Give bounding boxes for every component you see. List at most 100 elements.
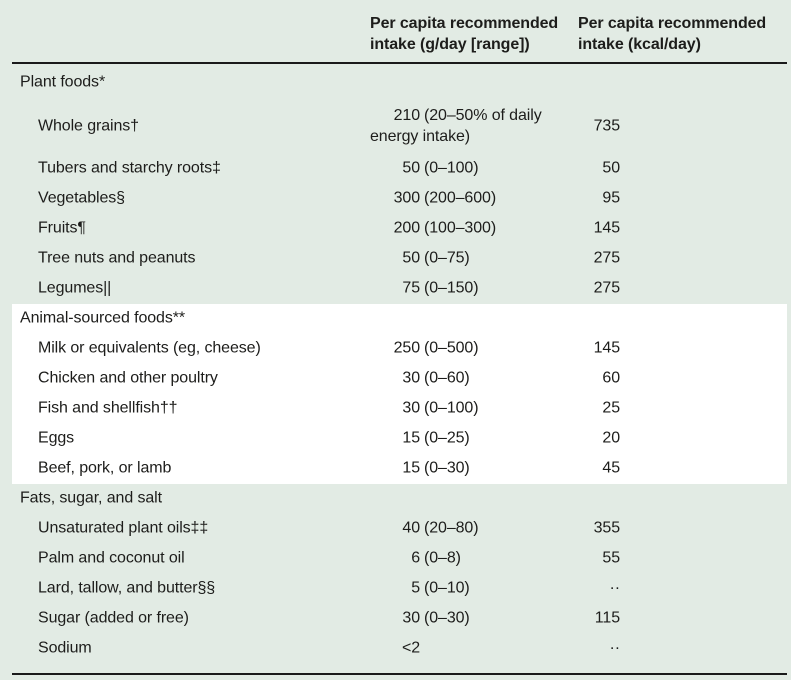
bottom-rule — [12, 673, 787, 675]
gday-range: (0–150) — [424, 279, 479, 297]
kcal-cell: 355 — [593, 519, 621, 537]
table-row: Legumes|| 75 (0–150) 275 — [0, 273, 791, 303]
gday-cell: 210 (20–50% of daily energy intake) — [370, 105, 563, 147]
food-label: Legumes|| — [38, 279, 112, 297]
table-row: Vegetables§ 300 (200–600) 95 — [0, 183, 791, 213]
gday-amount: 210 — [393, 107, 421, 124]
kcal-cell: 275 — [593, 279, 621, 297]
gday-cell: 40 (20–80) — [370, 518, 563, 539]
food-label: Eggs — [38, 429, 75, 447]
kcal-cell: ·· — [609, 639, 621, 657]
gday-amount: 250 — [393, 339, 421, 357]
gday-range: (0–30) — [424, 459, 470, 477]
food-label: Sugar (added or free) — [38, 609, 189, 627]
gday-range: (200–600) — [424, 189, 497, 207]
table-row: Fats, sugar, and salt — [0, 484, 791, 512]
gday-amount: <2 — [401, 639, 420, 657]
table-row: Palm and coconut oil 6 (0–8) 55 — [0, 543, 791, 573]
gday-amount: 40 — [402, 519, 420, 537]
table-row: Sodium <2 ·· — [0, 633, 791, 663]
kcal-cell: 145 — [593, 219, 621, 237]
food-label: Palm and coconut oil — [38, 549, 185, 567]
table-row: Milk or equivalents (eg, cheese) 250 (0–5… — [0, 333, 791, 363]
gday-amount: 300 — [393, 189, 421, 207]
table-row: Fish and shellfish†† 30 (0–100) 25 — [0, 393, 791, 423]
kcal-cell: 115 — [594, 609, 620, 627]
table-row: Tubers and starchy roots‡ 50 (0–100) 50 — [0, 153, 791, 183]
gday-cell: 50 (0–75) — [370, 248, 563, 269]
food-label: Vegetables§ — [38, 189, 125, 207]
kcal-cell: 275 — [593, 249, 621, 267]
gday-range: (100–300) — [424, 219, 497, 237]
table-row: Chicken and other poultry 30 (0–60) 60 — [0, 363, 791, 393]
gday-amount: 30 — [402, 609, 420, 627]
food-label: Tubers and starchy roots‡ — [38, 159, 221, 177]
food-label: Milk or equivalents (eg, cheese) — [38, 339, 261, 357]
gday-cell: 250 (0–500) — [370, 338, 563, 359]
food-label: Animal-sourced foods** — [20, 309, 185, 327]
table-row: Animal-sourced foods** — [0, 304, 791, 332]
gday-amount: 15 — [402, 459, 420, 477]
gday-range: (20–80) — [424, 519, 479, 537]
gday-range: (0–30) — [424, 609, 470, 627]
kcal-cell: 145 — [593, 339, 621, 357]
gday-cell: 30 (0–100) — [370, 398, 563, 419]
gday-amount: 30 — [402, 399, 420, 417]
kcal-cell: 60 — [602, 369, 620, 387]
gday-amount: 50 — [402, 249, 420, 267]
kcal-cell: 55 — [602, 549, 620, 567]
column-header-kcal: Per capita recommended intake (kcal/day) — [578, 15, 767, 53]
table-row: Eggs 15 (0–25) 20 — [0, 423, 791, 453]
table-row: Unsaturated plant oils‡‡ 40 (20–80) 355 — [0, 513, 791, 543]
table-row: Lard, tallow, and butter§§ 5 (0–10) ·· — [0, 573, 791, 603]
kcal-cell: 25 — [602, 399, 620, 417]
kcal-cell: ·· — [609, 579, 621, 597]
food-label: Tree nuts and peanuts — [38, 249, 196, 267]
gday-cell: 6 (0–8) — [370, 548, 563, 569]
table-row: Fruits¶ 200 (100–300) 145 — [0, 213, 791, 243]
food-label: Lard, tallow, and butter§§ — [38, 579, 216, 597]
gday-range: (0–100) — [424, 399, 479, 417]
column-header-gday: Per capita recommended intake (g/day [ra… — [370, 15, 559, 53]
gday-amount: 30 — [402, 369, 420, 387]
food-label: Fish and shellfish†† — [38, 399, 178, 417]
gday-amount: 15 — [402, 429, 420, 447]
kcal-cell: 20 — [602, 429, 620, 447]
gday-cell: 50 (0–100) — [370, 158, 563, 179]
food-label: Unsaturated plant oils‡‡ — [38, 519, 209, 537]
gday-amount: 75 — [402, 279, 420, 297]
gday-cell: 5 (0–10) — [370, 578, 563, 599]
gday-cell: 300 (200–600) — [370, 188, 563, 209]
gday-range: (0–75) — [424, 249, 470, 267]
food-label: Beef, pork, or lamb — [38, 459, 172, 477]
gday-cell: 30 (0–60) — [370, 368, 563, 389]
gday-amount: 5 — [411, 579, 420, 597]
food-label: Fruits¶ — [38, 219, 86, 237]
kcal-cell: 45 — [602, 459, 620, 477]
table-row: Plant foods* — [0, 64, 791, 100]
gday-cell: 15 (0–25) — [370, 428, 563, 449]
gday-range: (20–50% of daily energy intake) — [370, 107, 542, 145]
table-row: Sugar (added or free) 30 (0–30) 115 — [0, 603, 791, 633]
food-label: Fats, sugar, and salt — [20, 489, 162, 507]
table-row: Whole grains† 210 (20–50% of daily energy… — [0, 100, 791, 152]
header-rule — [12, 62, 787, 64]
kcal-cell: 95 — [602, 189, 620, 207]
gday-range: (0–60) — [424, 369, 470, 387]
kcal-cell: 50 — [602, 159, 620, 177]
highlight-band — [12, 304, 787, 484]
gday-range: (0–500) — [424, 339, 479, 357]
food-label: Sodium — [38, 639, 92, 657]
gday-range: (0–10) — [424, 579, 470, 597]
food-label: Whole grains† — [38, 117, 139, 135]
food-label: Chicken and other poultry — [38, 369, 218, 387]
gday-cell: 200 (100–300) — [370, 218, 563, 239]
kcal-cell: 735 — [593, 117, 621, 135]
gday-range: (0–100) — [424, 159, 479, 177]
gday-range: (0–8) — [424, 549, 461, 567]
table-row: Beef, pork, or lamb 15 (0–30) 45 — [0, 453, 791, 483]
table-row: Tree nuts and peanuts 50 (0–75) 275 — [0, 243, 791, 273]
gday-range: (0–25) — [424, 429, 470, 447]
gday-amount: 200 — [393, 219, 421, 237]
